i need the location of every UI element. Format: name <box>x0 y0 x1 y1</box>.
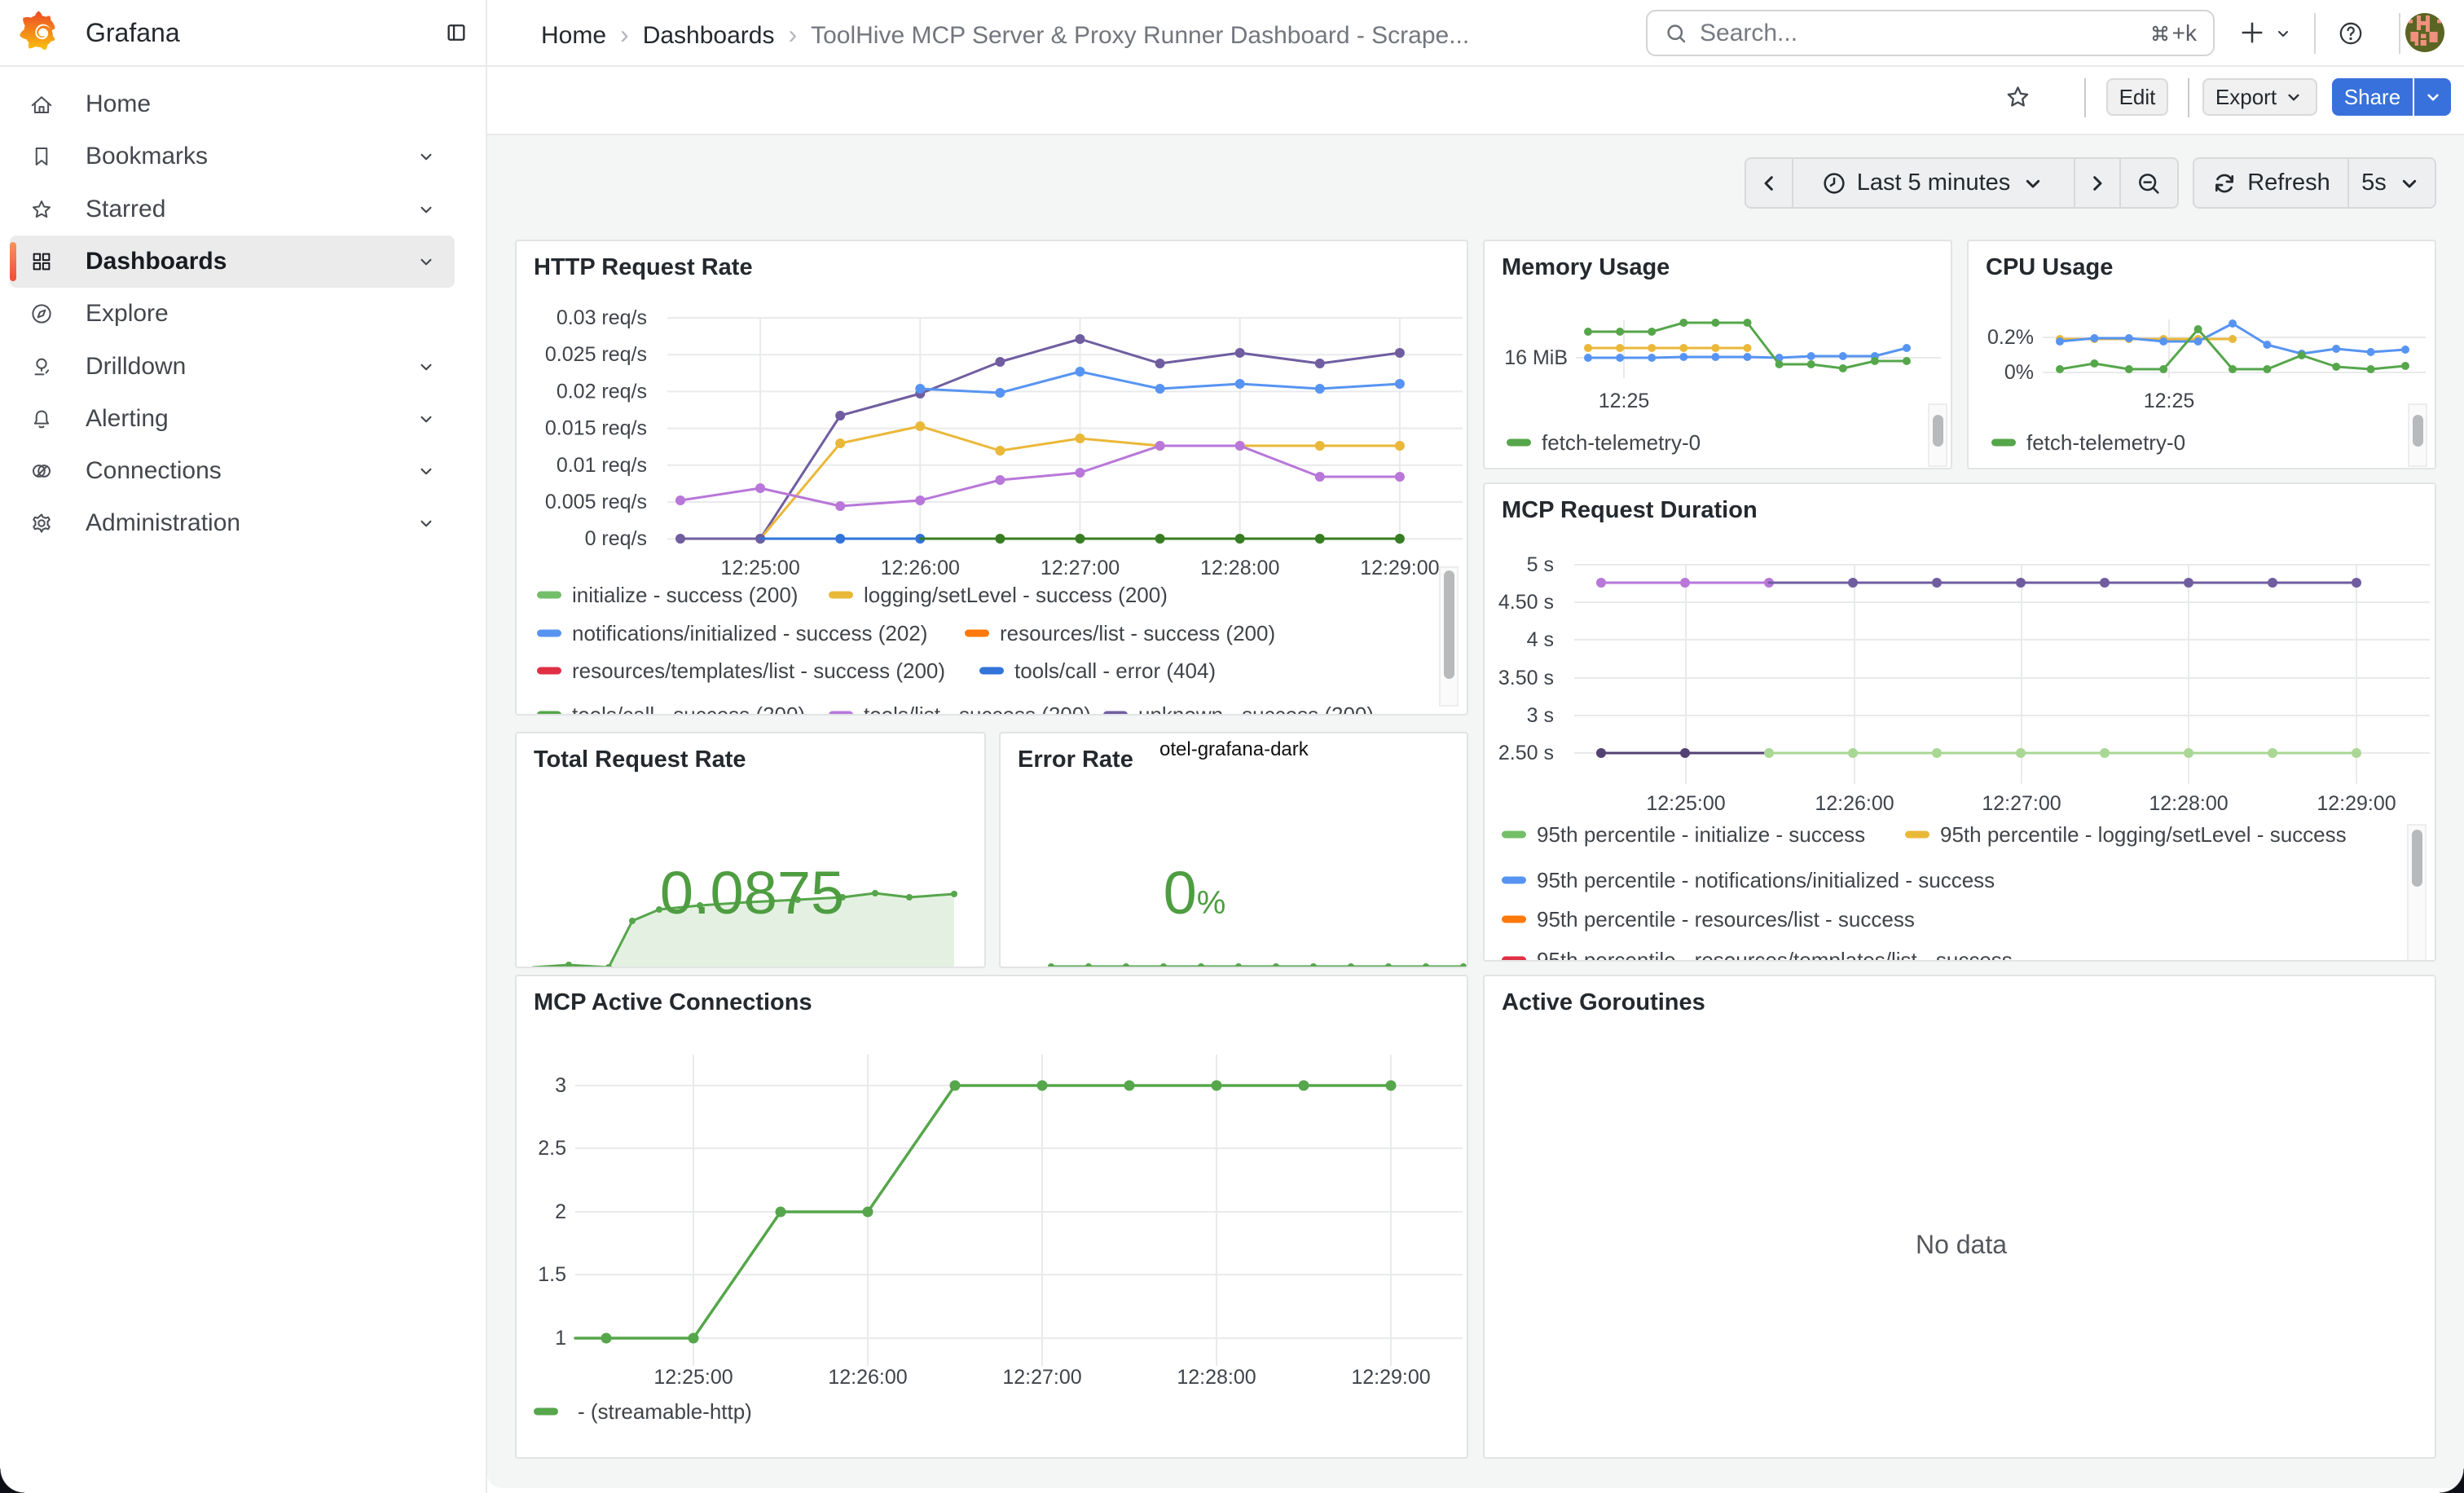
svg-text:12:27:00: 12:27:00 <box>1041 557 1120 579</box>
svg-text:fetch-telemetry-0: fetch-telemetry-0 <box>1542 430 1701 455</box>
svg-text:logging/setLevel - success (20: logging/setLevel - success (200) <box>864 583 1168 607</box>
svg-text:95th percentile - logging/setL: 95th percentile - logging/setLevel - suc… <box>1940 822 2347 847</box>
svg-text:12:25: 12:25 <box>2144 390 2195 412</box>
svg-text:- (streamable-http): - (streamable-http) <box>578 1399 752 1424</box>
svg-text:fetch-telemetry-0: fetch-telemetry-0 <box>2026 430 2185 455</box>
svg-text:initialize - success (200): initialize - success (200) <box>572 583 798 607</box>
svg-text:0%: 0% <box>1164 859 1226 927</box>
svg-text:0.03 req/s: 0.03 req/s <box>557 306 647 329</box>
svg-text:12:25:00: 12:25:00 <box>1646 792 1725 815</box>
svg-text:12:25: 12:25 <box>1599 390 1650 412</box>
svg-text:12:29:00: 12:29:00 <box>1360 557 1439 579</box>
svg-text:tools/call - error (404): tools/call - error (404) <box>1014 658 1216 683</box>
svg-text:95th percentile - notification: 95th percentile - notifications/initiali… <box>1537 868 1995 892</box>
svg-text:0.005 req/s: 0.005 req/s <box>545 491 647 513</box>
svg-text:95th percentile - initialize -: 95th percentile - initialize - success <box>1537 822 1865 847</box>
svg-text:16 MiB: 16 MiB <box>1504 346 1568 369</box>
svg-text:2: 2 <box>555 1200 566 1223</box>
svg-text:3.50 s: 3.50 s <box>1498 667 1554 689</box>
svg-text:2.5: 2.5 <box>538 1137 566 1160</box>
svg-text:0.2%: 0.2% <box>1987 326 2034 349</box>
svg-text:12:26:00: 12:26:00 <box>881 557 960 579</box>
svg-text:12:26:00: 12:26:00 <box>1815 792 1894 815</box>
svg-text:0.01 req/s: 0.01 req/s <box>557 454 647 477</box>
svg-text:12:29:00: 12:29:00 <box>2317 792 2396 815</box>
svg-text:resources/templates/list - suc: resources/templates/list - success (200) <box>572 658 945 683</box>
svg-text:5 s: 5 s <box>1527 553 1554 576</box>
svg-text:1.5: 1.5 <box>538 1263 566 1286</box>
svg-text:0.025 req/s: 0.025 req/s <box>545 343 647 366</box>
svg-text:12:27:00: 12:27:00 <box>1982 792 2061 815</box>
svg-text:12:25:00: 12:25:00 <box>720 557 799 579</box>
svg-text:1: 1 <box>555 1327 566 1350</box>
svg-text:12:26:00: 12:26:00 <box>828 1366 907 1389</box>
svg-text:2.50 s: 2.50 s <box>1498 742 1554 764</box>
svg-text:resources/list - success (200): resources/list - success (200) <box>1000 621 1275 645</box>
svg-text:unknown - success (200): unknown - success (200) <box>1138 702 1374 716</box>
svg-text:12:28:00: 12:28:00 <box>1200 557 1279 579</box>
svg-text:12:28:00: 12:28:00 <box>1177 1366 1256 1389</box>
svg-text:12:28:00: 12:28:00 <box>2149 792 2228 815</box>
svg-text:notifications/initialized - su: notifications/initialized - success (202… <box>572 621 927 645</box>
svg-text:12:27:00: 12:27:00 <box>1002 1366 1081 1389</box>
svg-text:4.50 s: 4.50 s <box>1498 591 1554 614</box>
svg-text:95th percentile - resources/li: 95th percentile - resources/list - succe… <box>1537 907 1915 931</box>
svg-text:3 s: 3 s <box>1527 704 1554 727</box>
svg-text:No data: No data <box>1916 1230 2007 1259</box>
svg-text:3: 3 <box>555 1074 566 1097</box>
svg-text:95th percentile - resources/te: 95th percentile - resources/templates/li… <box>1537 948 2013 962</box>
svg-text:0%: 0% <box>2004 361 2034 384</box>
svg-text:12:29:00: 12:29:00 <box>1351 1366 1430 1389</box>
svg-text:tools/list - success (200): tools/list - success (200) <box>864 702 1091 716</box>
svg-text:12:25:00: 12:25:00 <box>653 1366 733 1389</box>
svg-text:0.0875: 0.0875 <box>660 859 844 927</box>
svg-text:0.015 req/s: 0.015 req/s <box>545 417 647 440</box>
svg-text:0.02 req/s: 0.02 req/s <box>557 380 647 403</box>
svg-text:4 s: 4 s <box>1527 628 1554 651</box>
svg-text:0 req/s: 0 req/s <box>585 527 647 550</box>
svg-text:tools/call - success (200): tools/call - success (200) <box>572 702 805 716</box>
